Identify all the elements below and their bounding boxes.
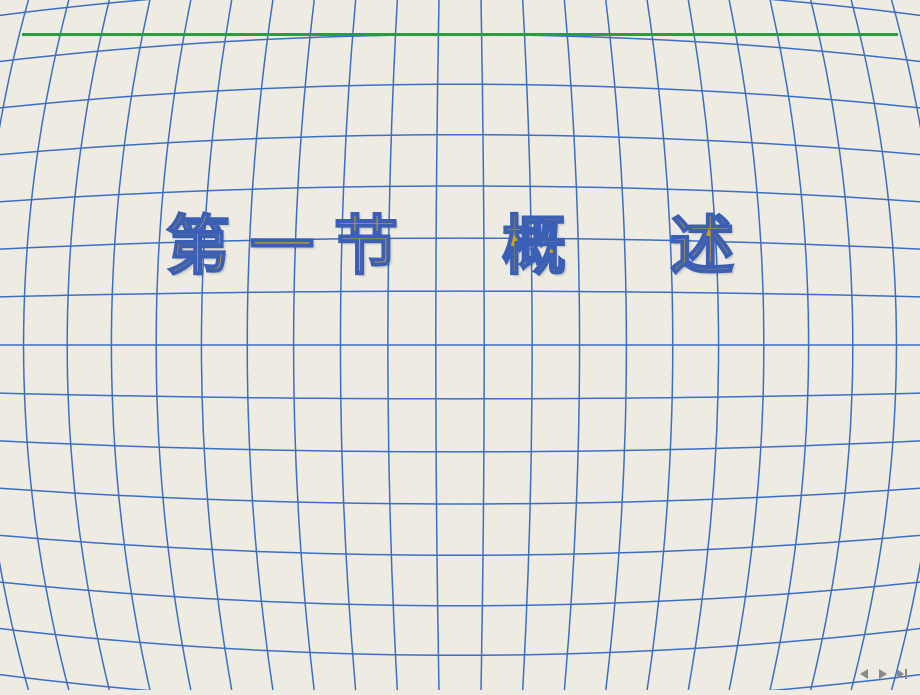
slide-title: 第一节 概 述 [0,195,920,287]
nav-prev-button[interactable] [856,666,872,682]
spherical-grid [0,0,920,690]
slide-nav-controls [856,666,910,682]
nav-play-button[interactable] [875,666,891,682]
skip-end-icon [895,667,909,681]
top-accent-bar [22,33,898,36]
triangle-right-icon [876,667,890,681]
nav-last-button[interactable] [894,666,910,682]
triangle-left-icon [857,667,871,681]
